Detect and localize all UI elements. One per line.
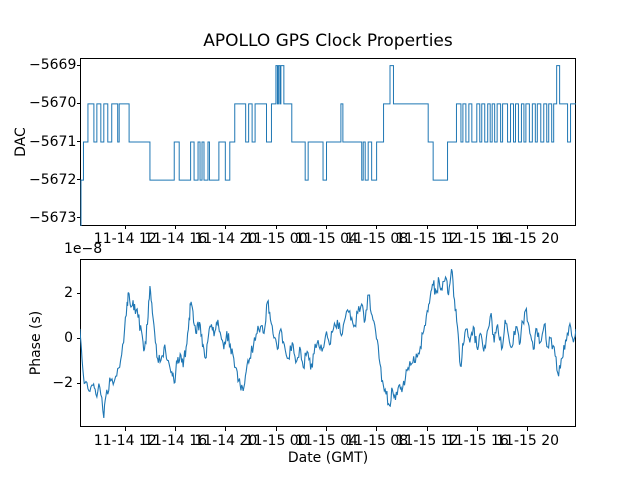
dac-y-tick-label: −5670: [29, 95, 77, 112]
dac-x-tick: [175, 225, 177, 230]
phase-x-tick: [426, 427, 428, 431]
chart-title: APOLLO GPS Clock Properties: [203, 31, 453, 51]
dac-x-tick: [325, 225, 327, 230]
dac-series-line: [80, 64, 576, 226]
dac-x-tick-label: 11-15 00: [244, 231, 308, 248]
dac-y-tick-label: −5669: [29, 57, 77, 74]
phase-x-tick-label: 11-15 04: [294, 432, 358, 449]
dac-y-axis-label: DAC: [13, 126, 29, 157]
dac-x-tick-label: 11-14 20: [194, 231, 258, 248]
dac-x-tick: [225, 225, 227, 230]
dac-x-tick-label: 11-15 16: [445, 231, 509, 248]
phase-y-tick: [76, 292, 80, 294]
dac-y-tick: [76, 102, 80, 104]
x-axis-label: Date (GMT): [287, 450, 369, 466]
dac-x-tick: [426, 225, 428, 230]
phase-x-tick-label: 11-15 08: [345, 432, 409, 449]
dac-y-tick-label: −5671: [29, 133, 77, 150]
dac-spines: [80, 57, 576, 226]
phase-x-tick: [376, 427, 378, 431]
dac-x-tick: [124, 225, 126, 230]
dac-x-tick-label: 11-15 04: [294, 231, 358, 248]
dac-x-tick: [376, 225, 378, 230]
phase-subplot: [80, 259, 576, 428]
phase-x-tick-label: 11-14 12: [93, 432, 157, 449]
dac-line-plot: [80, 57, 576, 226]
phase-x-tick: [124, 427, 126, 431]
dac-y-tick: [76, 64, 80, 66]
dac-subplot: [80, 57, 576, 226]
phase-x-tick-label: 11-15 12: [395, 432, 459, 449]
phase-x-tick-label: 11-15 16: [445, 432, 509, 449]
phase-y-tick: [76, 382, 80, 384]
dac-y-tick-label: −5673: [29, 209, 77, 226]
phase-y-tick-label: 0: [64, 330, 73, 347]
phase-x-tick: [225, 427, 227, 431]
dac-y-tick: [76, 179, 80, 181]
dac-x-tick-label: 11-15 20: [496, 231, 560, 248]
dac-y-tick-label: −5672: [29, 171, 77, 188]
dac-x-tick-label: 11-14 16: [144, 231, 208, 248]
phase-x-tick-label: 11-14 16: [144, 432, 208, 449]
phase-x-tick: [527, 427, 529, 431]
phase-offset-text: 1e−8: [64, 241, 103, 257]
phase-x-tick: [325, 427, 327, 431]
phase-x-tick-label: 11-14 20: [194, 432, 258, 449]
dac-x-tick: [476, 225, 478, 230]
phase-x-tick-label: 11-15 00: [244, 432, 308, 449]
dac-x-tick-label: 11-14 12: [93, 231, 157, 248]
dac-y-tick: [76, 217, 80, 219]
dac-x-tick: [275, 225, 277, 230]
dac-x-tick-label: 11-15 12: [395, 231, 459, 248]
phase-line-plot: [80, 259, 576, 428]
dac-x-tick: [527, 225, 529, 230]
phase-x-tick: [476, 427, 478, 431]
phase-y-tick: [76, 337, 80, 339]
phase-series-line: [80, 269, 576, 419]
phase-x-tick: [175, 427, 177, 431]
dac-x-tick-label: 11-15 08: [345, 231, 409, 248]
dac-y-tick: [76, 141, 80, 143]
phase-x-tick: [275, 427, 277, 431]
phase-y-tick-label: 2: [64, 285, 73, 302]
phase-x-tick-label: 11-15 20: [496, 432, 560, 449]
phase-y-tick-label: −2: [52, 375, 73, 392]
